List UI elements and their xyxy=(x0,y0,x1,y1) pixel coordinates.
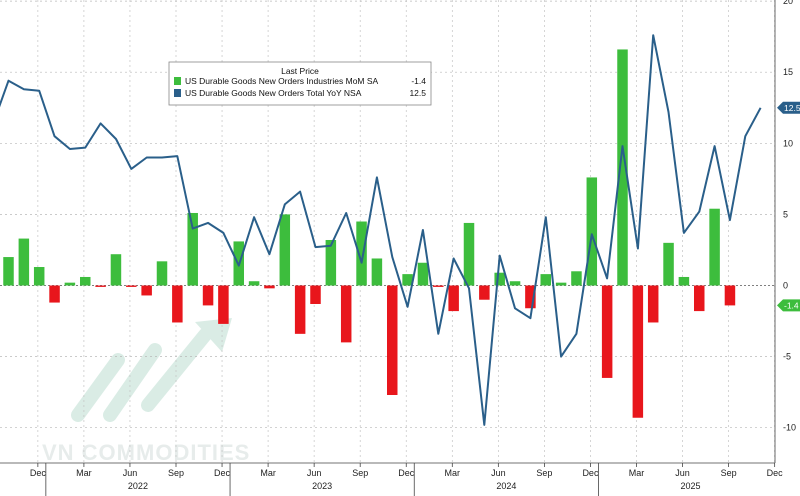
x-tick-label: Jun xyxy=(307,468,322,478)
x-tick-label: Jun xyxy=(491,468,506,478)
x-tick-label: Jun xyxy=(675,468,690,478)
x-year-label: 2024 xyxy=(496,481,516,491)
bar xyxy=(340,285,352,343)
legend-swatch xyxy=(174,89,181,97)
bar xyxy=(126,285,137,287)
bar xyxy=(555,282,567,286)
bar xyxy=(33,267,45,286)
x-tick-label: Dec xyxy=(398,468,415,478)
bar xyxy=(617,49,628,286)
y-tick-label: 5 xyxy=(783,209,788,219)
last-value-tag: -1.4 xyxy=(777,299,800,312)
x-tick-label: Dec xyxy=(767,468,784,478)
bar xyxy=(601,285,613,378)
bar xyxy=(80,276,91,286)
bar xyxy=(571,271,582,286)
bar xyxy=(156,261,168,286)
bar xyxy=(525,285,536,309)
bar xyxy=(64,282,76,286)
last-value-tag: 12.5 xyxy=(777,101,800,114)
legend-title: Last Price xyxy=(281,66,319,76)
watermark: VN COMMODITIES xyxy=(42,318,250,465)
bar xyxy=(479,285,490,300)
x-tick-label: Sep xyxy=(168,468,184,478)
x-year-label: 2023 xyxy=(312,481,332,491)
x-tick-label: Sep xyxy=(536,468,552,478)
yoy-line xyxy=(0,34,762,426)
x-tick-label: Dec xyxy=(30,468,47,478)
x-tick-label: Sep xyxy=(721,468,737,478)
bar xyxy=(356,221,367,286)
x-tick-label: Mar xyxy=(260,468,276,478)
watermark-logo xyxy=(71,318,232,422)
x-tick-label: Mar xyxy=(629,468,645,478)
y-tick-label: 15 xyxy=(783,67,793,77)
bar xyxy=(202,285,214,306)
bar xyxy=(709,208,720,286)
y-tick-label: 10 xyxy=(783,138,793,148)
y-axis: 20 15 10 5 0 -5 -10 xyxy=(774,0,796,463)
bar xyxy=(724,285,736,306)
legend-swatch xyxy=(174,77,181,85)
bar xyxy=(540,274,551,286)
x-tick-label: Sep xyxy=(352,468,368,478)
bar xyxy=(647,285,659,323)
bar xyxy=(294,285,306,334)
y-tick-label: 20 xyxy=(783,0,793,6)
x-axis: Dec Mar Jun Sep Dec Mar Jun Sep Dec Mar Jun Sep Dec M… xyxy=(0,462,784,496)
legend-label: US Durable Goods New Orders Industries M… xyxy=(185,76,379,86)
bar xyxy=(586,177,598,286)
x-tick-label: Jun xyxy=(123,468,138,478)
last-value-text: 12.5 xyxy=(784,103,800,113)
bar xyxy=(433,285,444,287)
legend-value: 12.5 xyxy=(409,88,426,98)
x-tick-label: Mar xyxy=(445,468,461,478)
bar xyxy=(494,272,505,286)
x-tick-label: Mar xyxy=(76,468,92,478)
bar xyxy=(387,285,398,395)
y-tick-label: -5 xyxy=(783,352,791,362)
bar xyxy=(509,281,521,286)
bar xyxy=(49,285,60,303)
bar xyxy=(371,258,383,286)
bar xyxy=(678,276,690,286)
bar xyxy=(448,285,459,312)
bar-series xyxy=(3,49,736,418)
x-tick-label: Dec xyxy=(582,468,599,478)
bar xyxy=(248,281,260,286)
x-year-label: 2022 xyxy=(128,481,148,491)
bar xyxy=(279,214,291,286)
bar xyxy=(110,254,122,286)
bar xyxy=(218,285,229,324)
bar xyxy=(95,285,106,287)
bar xyxy=(3,257,14,286)
bar xyxy=(402,274,413,286)
y-tick-label: 0 xyxy=(783,281,788,291)
bar xyxy=(310,285,321,304)
bar xyxy=(663,242,674,286)
legend-label: US Durable Goods New Orders Total YoY NS… xyxy=(185,88,362,98)
last-value-labels: 12.5 -1.4 xyxy=(777,101,800,312)
bar xyxy=(172,285,183,323)
bar xyxy=(187,212,198,286)
bar xyxy=(325,239,337,286)
bar xyxy=(632,285,644,418)
bar xyxy=(463,222,475,286)
bar xyxy=(417,262,429,286)
x-tick-label: Dec xyxy=(214,468,231,478)
bar xyxy=(264,285,275,289)
watermark-text: VN COMMODITIES xyxy=(42,440,250,465)
bar xyxy=(18,238,30,286)
x-year-label: 2025 xyxy=(681,481,701,491)
last-value-text: -1.4 xyxy=(784,300,799,310)
bar xyxy=(141,285,152,296)
y-tick-label: -10 xyxy=(783,423,796,433)
bar xyxy=(694,285,705,312)
line-series xyxy=(0,34,762,426)
legend-value: -1.4 xyxy=(411,76,426,86)
